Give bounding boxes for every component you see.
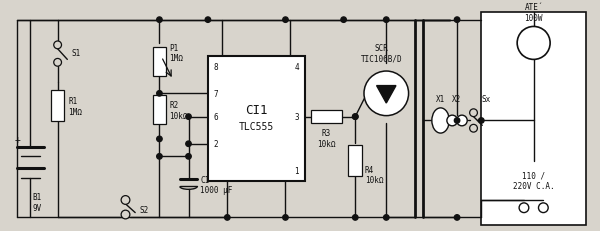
- Text: 1: 1: [295, 166, 299, 175]
- Circle shape: [157, 137, 162, 142]
- Text: +: +: [15, 134, 21, 144]
- Bar: [481, 13, 586, 225]
- Text: Sx: Sx: [481, 95, 491, 103]
- Bar: [349, 145, 362, 176]
- Circle shape: [341, 18, 346, 23]
- Circle shape: [383, 215, 389, 220]
- Text: ATE´
100W: ATE´ 100W: [524, 3, 543, 22]
- Polygon shape: [377, 86, 396, 103]
- Text: R1
1MΩ: R1 1MΩ: [68, 97, 82, 116]
- Circle shape: [224, 215, 230, 220]
- Circle shape: [454, 215, 460, 220]
- Circle shape: [205, 18, 211, 23]
- Text: CI1: CI1: [245, 104, 268, 117]
- Text: X2: X2: [452, 95, 461, 103]
- Circle shape: [54, 59, 62, 67]
- Circle shape: [157, 91, 162, 97]
- Text: S2: S2: [139, 205, 148, 214]
- Circle shape: [353, 114, 358, 120]
- Circle shape: [186, 114, 191, 120]
- Text: R3
10kΩ: R3 10kΩ: [317, 129, 335, 148]
- Text: 7: 7: [214, 89, 218, 98]
- Bar: [152, 48, 166, 76]
- Circle shape: [186, 154, 191, 159]
- Bar: [311, 110, 341, 124]
- Circle shape: [353, 114, 358, 120]
- Circle shape: [157, 18, 162, 23]
- Circle shape: [121, 196, 130, 204]
- Text: 3: 3: [295, 113, 299, 122]
- Circle shape: [353, 215, 358, 220]
- Circle shape: [157, 154, 162, 159]
- Bar: [208, 57, 305, 181]
- Circle shape: [470, 125, 478, 133]
- Text: B1
9V: B1 9V: [32, 192, 41, 212]
- Circle shape: [383, 18, 389, 23]
- Circle shape: [283, 215, 288, 220]
- Text: S1: S1: [71, 49, 80, 58]
- Ellipse shape: [432, 108, 449, 134]
- Circle shape: [186, 141, 191, 147]
- Text: SCR
TIC106B/D: SCR TIC106B/D: [361, 44, 402, 63]
- Bar: [51, 91, 64, 122]
- Circle shape: [454, 18, 460, 23]
- Text: 4: 4: [295, 63, 299, 72]
- Bar: [152, 96, 166, 125]
- Circle shape: [517, 27, 550, 60]
- Circle shape: [283, 18, 288, 23]
- Circle shape: [470, 109, 478, 117]
- Text: 110 /
220V C.A.: 110 / 220V C.A.: [513, 171, 554, 191]
- Circle shape: [457, 116, 467, 126]
- Text: P1
1MΩ: P1 1MΩ: [169, 44, 183, 63]
- Text: R4
10kΩ: R4 10kΩ: [365, 165, 383, 185]
- Circle shape: [447, 116, 458, 126]
- Text: TLC555: TLC555: [239, 122, 274, 132]
- Circle shape: [454, 118, 460, 124]
- Text: R2
10kΩ: R2 10kΩ: [169, 101, 188, 120]
- Circle shape: [538, 203, 548, 213]
- Text: 8: 8: [214, 63, 218, 72]
- Text: 2: 2: [214, 140, 218, 149]
- Circle shape: [121, 210, 130, 219]
- Text: C1
1000 μF: C1 1000 μF: [200, 175, 233, 194]
- Circle shape: [519, 203, 529, 213]
- Text: X1: X1: [436, 95, 445, 103]
- Text: 6: 6: [214, 113, 218, 122]
- Circle shape: [54, 42, 62, 49]
- Circle shape: [364, 72, 409, 116]
- Circle shape: [479, 118, 484, 124]
